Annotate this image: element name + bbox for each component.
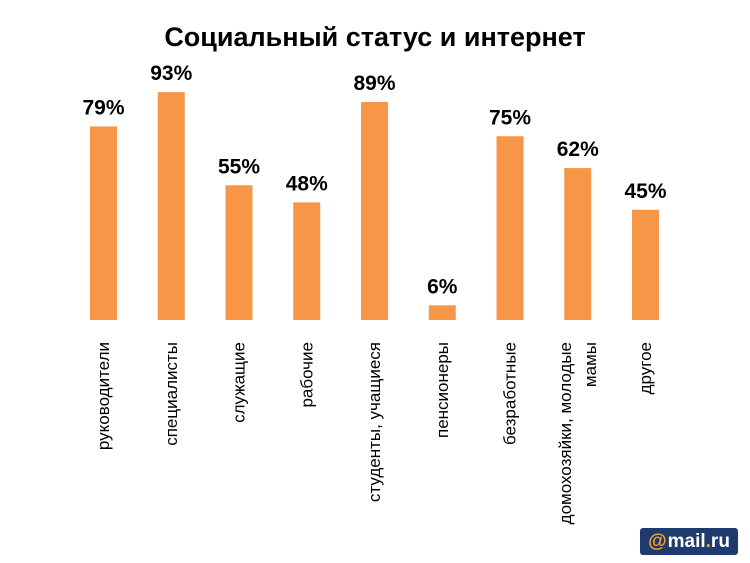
- bar-5: [361, 101, 388, 320]
- bar-9: [632, 209, 659, 320]
- logo-suffix: ru: [710, 530, 730, 552]
- bar-value-label: 6%: [427, 275, 458, 298]
- bar-value-label: 45%: [624, 180, 666, 203]
- category-label: служащие: [230, 342, 249, 423]
- category-label-line: мамы: [581, 342, 600, 387]
- category-label: другое: [636, 342, 655, 394]
- chart-title: Социальный статус и интернет: [164, 22, 586, 52]
- logo-name: mail: [667, 530, 706, 552]
- category-label-line: специалисты: [162, 342, 181, 446]
- bar-value-label: 62%: [557, 138, 599, 161]
- bar-8: [564, 168, 592, 320]
- bar-3: [225, 185, 253, 320]
- category-label-line: служащие: [230, 342, 249, 423]
- bar-value-label: 75%: [489, 106, 531, 129]
- category-label: руководители: [94, 342, 113, 450]
- bar-value-label: 48%: [286, 172, 328, 195]
- logo-dot: .: [705, 530, 711, 552]
- category-label: студенты, учащиеся: [365, 342, 384, 502]
- bar-6: [428, 305, 456, 320]
- category-label-line: домохозяйки, молодые: [556, 342, 575, 524]
- bar-value-label: 89%: [353, 72, 395, 95]
- category-label: рабочие: [297, 342, 316, 408]
- category-label: пенсионеры: [433, 342, 452, 438]
- bar-1: [90, 126, 117, 320]
- logo-at-sign: @: [648, 530, 667, 552]
- category-label-line: другое: [636, 342, 655, 394]
- bar-2: [157, 92, 185, 321]
- category-label-line: руководители: [94, 342, 113, 450]
- bar-value-label: 93%: [150, 62, 192, 85]
- bar-value-label: 55%: [218, 155, 260, 178]
- category-label: специалисты: [162, 342, 181, 446]
- bar-value-label: 79%: [82, 96, 124, 119]
- category-label-line: безработные: [501, 342, 520, 445]
- bar-7: [496, 136, 524, 320]
- category-label-line: пенсионеры: [433, 342, 452, 438]
- category-label: домохозяйки, молодые мамы: [556, 342, 600, 524]
- bar-4: [293, 202, 321, 320]
- category-label-line: студенты, учащиеся: [365, 342, 384, 502]
- mail-ru-logo: @ mail. ru: [640, 528, 738, 555]
- category-label: безработные: [501, 342, 520, 445]
- category-label-line: рабочие: [297, 342, 316, 408]
